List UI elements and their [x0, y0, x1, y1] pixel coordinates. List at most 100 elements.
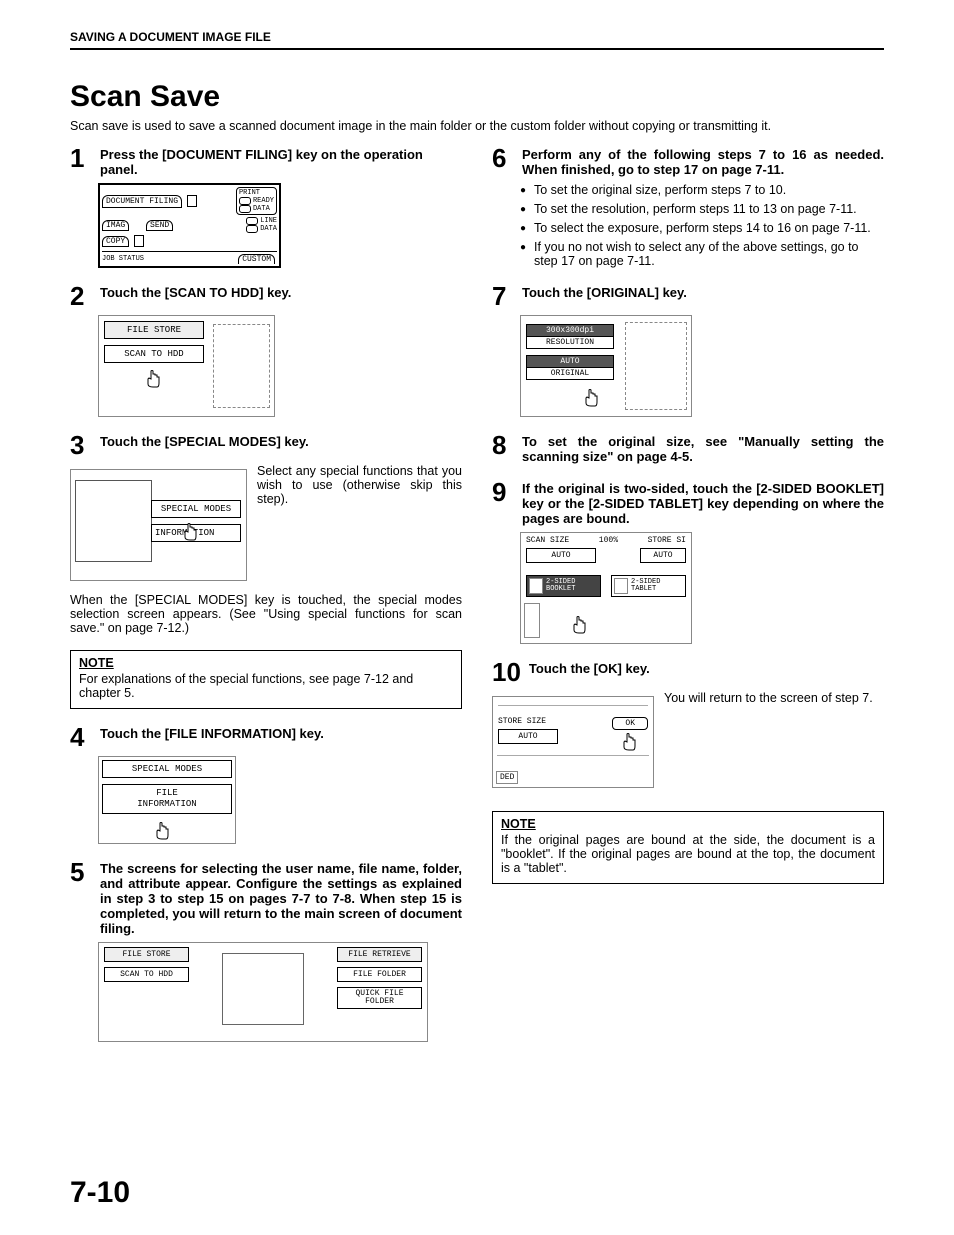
scan-size-label: SCAN SIZE — [526, 536, 569, 545]
scan-to-hdd-button: SCAN TO HDD — [104, 345, 204, 363]
step-3-illustration: SPECIAL MODES INFORMATION INFORMATION — [70, 469, 247, 581]
auto-button: AUTO — [640, 548, 686, 563]
step-3-para2: When the [SPECIAL MODES] key is touched,… — [70, 593, 462, 635]
step-3: 3 Touch the [SPECIAL MODES] key. SPECIAL… — [70, 432, 462, 635]
step-number: 8 — [492, 432, 514, 458]
original-button: AUTO ORIGINAL — [526, 355, 614, 380]
note-text: If the original pages are bound at the s… — [501, 833, 875, 875]
pointer-hand-icon — [571, 615, 589, 638]
tablet-icon — [614, 578, 628, 594]
page-number: 7-10 — [70, 1176, 130, 1210]
led-icon — [239, 205, 251, 213]
step-title: If the original is two-sided, touch the … — [522, 479, 884, 526]
pct-label: 100% — [599, 536, 618, 545]
pointer-hand-icon — [583, 388, 601, 412]
store-size-label: STORE SI — [648, 536, 686, 545]
step-6-bullets: To set the original size, perform steps … — [520, 183, 884, 268]
file-folder-button: FILE FOLDER — [337, 967, 422, 982]
page-title: Scan Save — [70, 80, 884, 114]
step-10-side-text: You will return to the screen of step 7. — [664, 691, 884, 705]
step-title: The screens for selecting the user name,… — [100, 859, 462, 936]
led-icon — [246, 217, 258, 225]
copier-icon — [222, 953, 304, 1025]
job-status-label: JOB STATUS — [102, 255, 144, 263]
line-label: LINE — [260, 217, 277, 225]
booklet-icon — [529, 578, 543, 594]
step-3-para1: Select any special functions that you wi… — [257, 464, 462, 506]
pointer-hand-icon — [154, 821, 172, 845]
step-10: 10 Touch the [OK] key. STORE SIZE AUTO — [492, 659, 884, 796]
quick-file-folder-button: QUICK FILE FOLDER — [337, 987, 422, 1009]
step-5-illustration: FILE STORE SCAN TO HDD FILE RETRIEVE FIL… — [98, 942, 462, 1042]
page: SAVING A DOCUMENT IMAGE FILE Scan Save S… — [0, 0, 954, 1235]
step-8: 8 To set the original size, see "Manuall… — [492, 432, 884, 464]
special-modes-button: SPECIAL MODES — [102, 760, 232, 778]
resolution-label: RESOLUTION — [527, 337, 613, 348]
note-text: For explanations of the special function… — [79, 672, 453, 700]
pointer-hand-icon — [182, 522, 200, 545]
print-label: PRINT — [239, 189, 260, 197]
auto-label: AUTO — [527, 356, 613, 368]
scan-to-hdd-button: SCAN TO HDD — [104, 967, 189, 982]
step-6: 6 Perform any of the following steps 7 t… — [492, 145, 884, 268]
step-title: Touch the [ORIGINAL] key. — [522, 283, 884, 300]
auto-button: AUTO — [526, 548, 596, 563]
note-label: NOTE — [79, 656, 453, 670]
list-item: If you no not wish to select any of the … — [520, 240, 884, 268]
step-title: To set the original size, see "Manually … — [522, 432, 884, 464]
image-tab: IMAG — [102, 220, 129, 231]
folder-label: FOLDER — [342, 998, 417, 1006]
note-label: NOTE — [501, 817, 875, 831]
information-button: INFORMATION INFORMATION — [151, 524, 241, 542]
pointer-hand-icon — [621, 732, 639, 755]
list-item: To set the original size, perform steps … — [520, 183, 884, 197]
note-box-2: NOTE If the original pages are bound at … — [492, 811, 884, 884]
step-number: 9 — [492, 479, 514, 505]
ok-button: OK — [612, 717, 648, 730]
step-7-illustration: 300x300dpi RESOLUTION AUTO ORIGINAL — [520, 315, 884, 417]
resolution-button: 300x300dpi RESOLUTION — [526, 324, 614, 349]
copy-tab: COPY — [102, 236, 129, 247]
step-1: 1 Press the [DOCUMENT FILING] key on the… — [70, 145, 462, 268]
ready-label: READY — [253, 197, 274, 205]
step-2: 2 Touch the [SCAN TO HDD] key. FILE STOR… — [70, 283, 462, 417]
file-store-button: FILE STORE — [104, 947, 189, 962]
step-2-illustration: FILE STORE SCAN TO HDD — [98, 315, 462, 417]
step-5: 5 The screens for selecting the user nam… — [70, 859, 462, 1042]
step-title: Press the [DOCUMENT FILING] key on the o… — [100, 145, 462, 177]
send-tab: SEND — [146, 220, 173, 231]
led-icon — [246, 225, 258, 233]
file-label: FILE — [108, 788, 226, 799]
indicator-icon — [134, 235, 144, 247]
side-panel-icon — [524, 603, 540, 638]
step-9: 9 If the original is two-sided, touch th… — [492, 479, 884, 644]
auto-button: AUTO — [498, 729, 558, 744]
pointer-hand-icon — [145, 369, 163, 393]
content-columns: 1 Press the [DOCUMENT FILING] key on the… — [70, 145, 884, 1057]
step-4-illustration: SPECIAL MODES FILE INFORMATION — [98, 756, 462, 844]
dpi-label: 300x300dpi — [527, 325, 613, 337]
copier-icon — [625, 322, 687, 410]
file-retrieve-button: FILE RETRIEVE — [337, 947, 422, 962]
doc-filing-tab: DOCUMENT FILING — [102, 195, 182, 208]
step-title: Perform any of the following steps 7 to … — [522, 145, 884, 177]
indicator-icon — [187, 195, 197, 207]
list-item: To select the exposure, perform steps 14… — [520, 221, 884, 235]
information-label: INFORMATION — [108, 799, 226, 810]
step-number: 3 — [70, 432, 92, 458]
special-modes-button: SPECIAL MODES — [151, 500, 241, 518]
ded-label: DED — [496, 771, 518, 784]
list-item: To set the resolution, perform steps 11 … — [520, 202, 884, 216]
step-title: Touch the [FILE INFORMATION] key. — [100, 724, 462, 741]
section-header: SAVING A DOCUMENT IMAGE FILE — [70, 30, 884, 50]
file-info-button: FILE INFORMATION — [102, 784, 232, 814]
copier-icon — [213, 324, 270, 408]
two-sided-tablet-button: 2-SIDEDTABLET — [611, 575, 686, 597]
step-number: 6 — [492, 145, 514, 171]
step-7: 7 Touch the [ORIGINAL] key. 300x300dpi R… — [492, 283, 884, 417]
copier-icon — [75, 480, 152, 562]
two-sided-booklet-button: 2-SIDEDBOOKLET — [526, 575, 601, 597]
step-10-illustration: STORE SIZE AUTO OK — [492, 696, 654, 788]
step-number: 2 — [70, 283, 92, 309]
file-store-button: FILE STORE — [104, 321, 204, 339]
